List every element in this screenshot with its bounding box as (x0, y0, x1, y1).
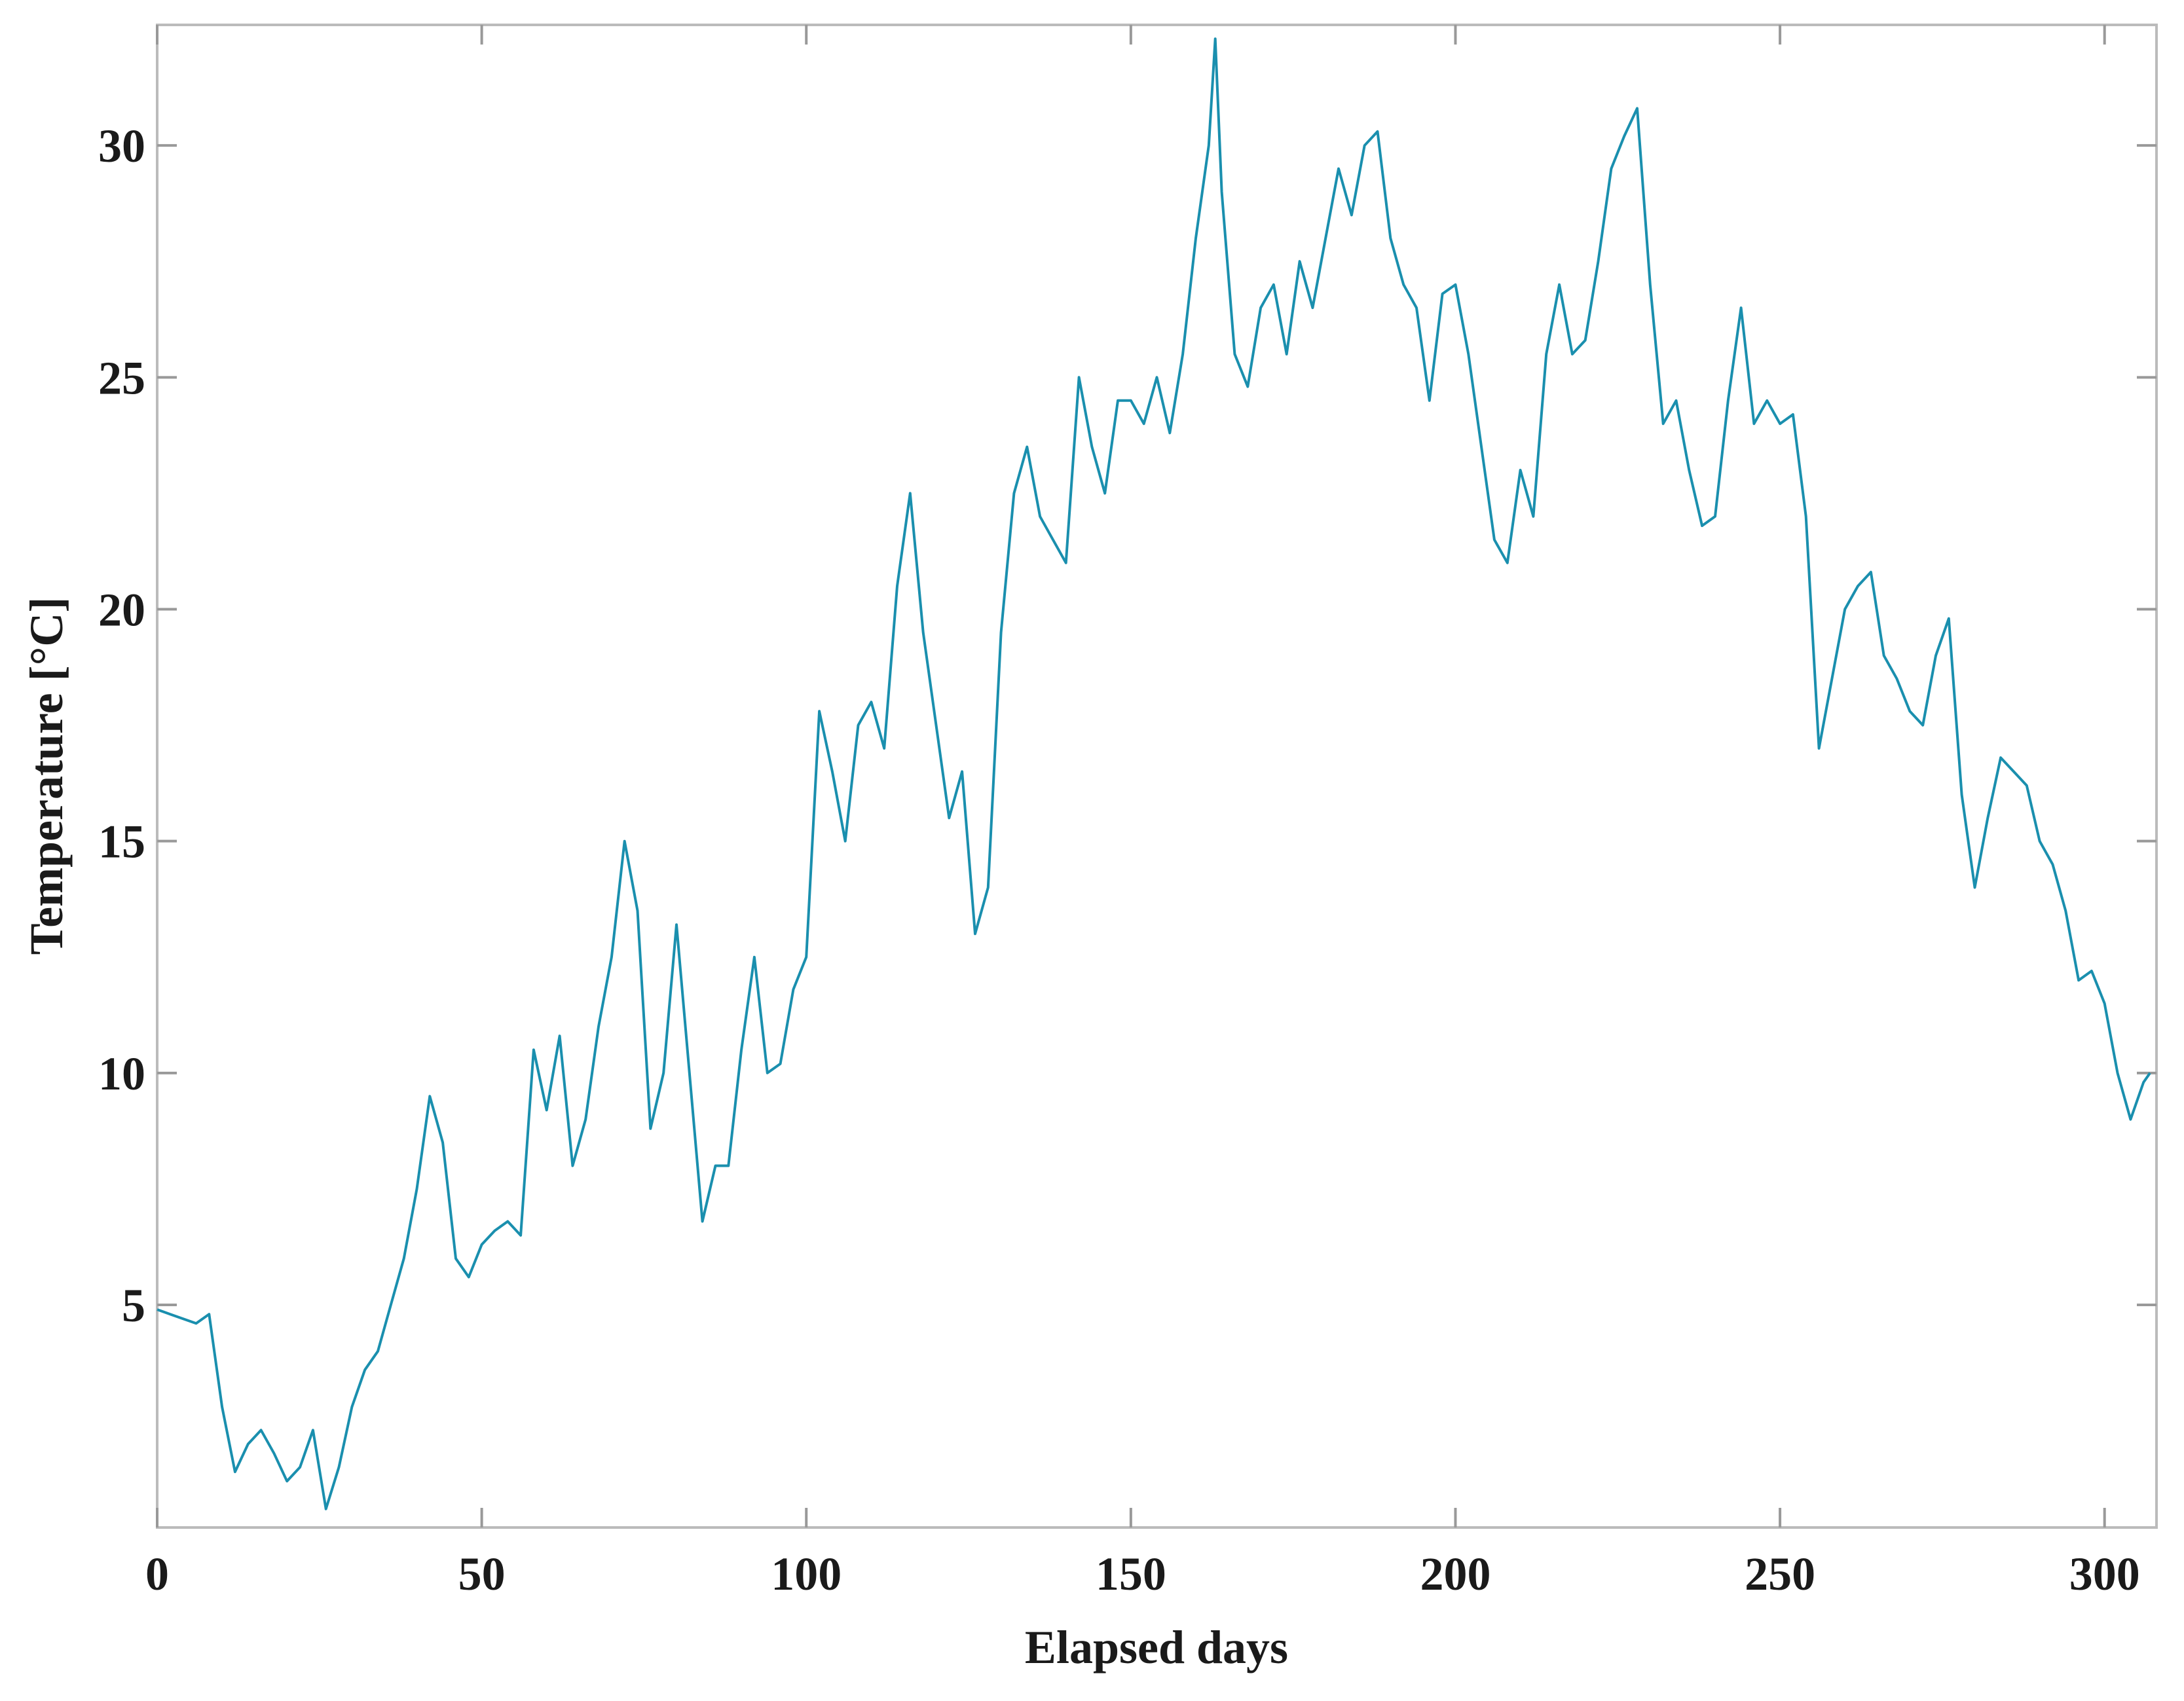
x-tick-label: 300 (2069, 1548, 2140, 1600)
x-axis-label: Elapsed days (1025, 1621, 1288, 1674)
x-tick-label: 250 (1745, 1548, 1815, 1600)
y-tick-label: 30 (98, 120, 145, 172)
y-tick-label: 15 (98, 816, 145, 868)
y-axis-label: Temperature [°C] (20, 597, 73, 955)
x-tick-label: 0 (145, 1548, 169, 1600)
y-tick-label: 5 (122, 1279, 145, 1332)
data-line (157, 37, 2151, 1510)
x-tick-label: 200 (1420, 1548, 1490, 1600)
y-tick-label: 25 (98, 352, 145, 404)
x-tick-label: 150 (1096, 1548, 1166, 1600)
x-tick-label: 100 (771, 1548, 842, 1600)
plot-frame (156, 24, 2158, 1529)
y-tick-label: 10 (98, 1048, 145, 1100)
y-tick-label: 20 (98, 584, 145, 636)
x-tick-label: 50 (458, 1548, 506, 1600)
